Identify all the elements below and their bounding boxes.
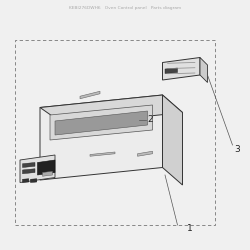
Text: KEBI276DWH6   Oven Control panel   Parts diagram: KEBI276DWH6 Oven Control panel Parts dia… xyxy=(69,6,181,10)
Polygon shape xyxy=(22,169,35,174)
Polygon shape xyxy=(40,95,182,125)
Polygon shape xyxy=(162,95,182,185)
Polygon shape xyxy=(30,179,37,182)
Polygon shape xyxy=(22,179,29,182)
Polygon shape xyxy=(50,105,152,140)
Polygon shape xyxy=(22,162,35,168)
Polygon shape xyxy=(165,68,177,73)
Polygon shape xyxy=(42,171,52,176)
Polygon shape xyxy=(38,160,55,175)
Polygon shape xyxy=(55,111,148,135)
Polygon shape xyxy=(20,155,55,182)
Polygon shape xyxy=(40,95,162,180)
Polygon shape xyxy=(162,58,200,80)
Text: 2: 2 xyxy=(147,116,153,124)
Bar xyxy=(15,40,215,225)
Polygon shape xyxy=(80,91,100,99)
Text: 3: 3 xyxy=(234,146,240,154)
Polygon shape xyxy=(200,58,207,82)
Polygon shape xyxy=(90,152,115,156)
Text: 1: 1 xyxy=(187,224,193,233)
Polygon shape xyxy=(138,151,152,156)
